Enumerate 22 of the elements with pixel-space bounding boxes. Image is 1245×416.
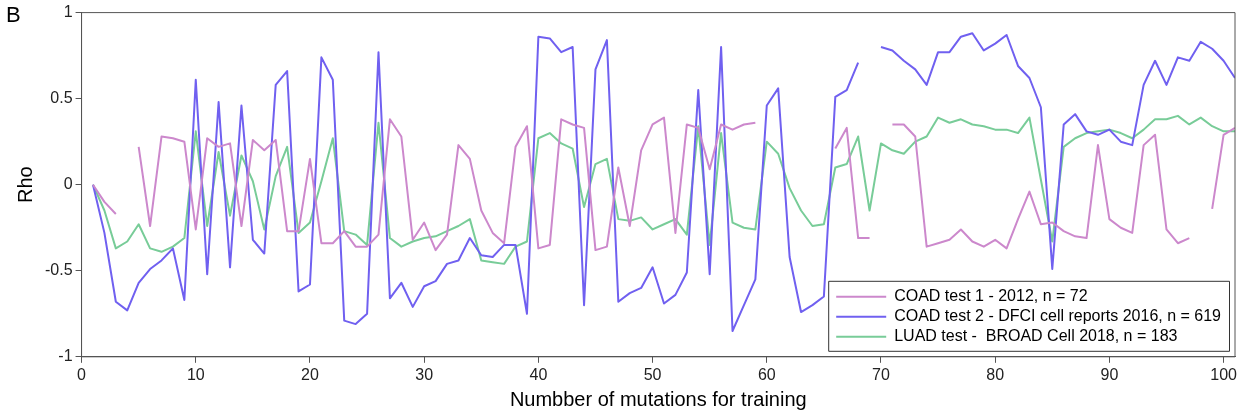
x-tick-label: 90 (1100, 365, 1119, 383)
x-tick-label: 60 (757, 365, 776, 383)
x-tick-label: 30 (415, 365, 434, 383)
y-tick-label: -1 (58, 347, 73, 365)
x-tick-label: 20 (301, 365, 319, 383)
x-tick-label: 0 (77, 365, 87, 383)
y-axis-title: Rho (13, 166, 36, 204)
y-tick-label: 1 (63, 3, 73, 21)
x-tick-label: 70 (872, 365, 890, 383)
x-tick-label: 100 (1210, 365, 1238, 383)
x-axis-title: Numbber of mutations for training (509, 387, 807, 410)
legend-label: COAD test 1 - 2012, n = 72 (894, 287, 1088, 305)
y-tick-label: 0 (63, 175, 73, 193)
x-tick-label: 10 (186, 365, 205, 383)
text: B (6, 2, 21, 27)
y-tick-label: 0.5 (50, 89, 73, 107)
x-tick-label: 50 (643, 365, 662, 383)
x-tick-label: 80 (986, 365, 1005, 383)
legend-label: COAD test 2 - DFCI cell reports 2016, n = 619 (894, 307, 1222, 325)
y-tick-label: -0.5 (44, 261, 73, 279)
legend-label: LUAD test - BROAD Cell 2018, n = 183 (894, 327, 1178, 345)
x-tick-label: 40 (529, 365, 548, 383)
